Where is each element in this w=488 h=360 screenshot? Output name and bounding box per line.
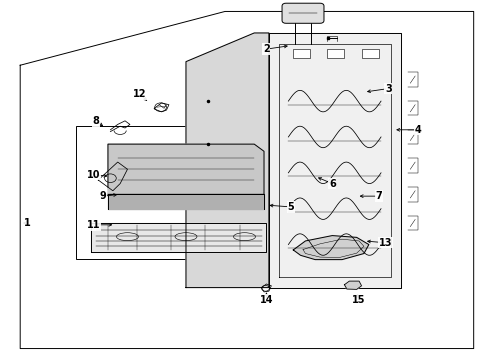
- Polygon shape: [108, 194, 264, 209]
- FancyBboxPatch shape: [282, 3, 324, 23]
- Text: 14: 14: [259, 295, 273, 305]
- Text: 10: 10: [86, 170, 100, 180]
- Text: 7: 7: [374, 191, 381, 201]
- Text: 9: 9: [100, 191, 106, 201]
- Text: 5: 5: [287, 202, 294, 212]
- Polygon shape: [91, 223, 266, 252]
- Text: 12: 12: [133, 89, 146, 99]
- Polygon shape: [293, 235, 368, 260]
- Polygon shape: [268, 33, 400, 288]
- Text: 8: 8: [92, 116, 99, 126]
- Text: 3: 3: [384, 84, 391, 94]
- Bar: [361, 49, 378, 58]
- Polygon shape: [108, 144, 264, 194]
- Text: 2: 2: [263, 44, 269, 54]
- Bar: [293, 49, 310, 58]
- Text: 11: 11: [86, 220, 100, 230]
- Text: 13: 13: [378, 238, 392, 248]
- Polygon shape: [344, 281, 361, 289]
- Text: 1: 1: [24, 218, 31, 228]
- Bar: [327, 49, 344, 58]
- Text: 15: 15: [352, 295, 365, 305]
- Text: 4: 4: [413, 125, 420, 135]
- Polygon shape: [185, 33, 268, 288]
- Bar: [76, 126, 290, 259]
- Text: 6: 6: [328, 179, 335, 189]
